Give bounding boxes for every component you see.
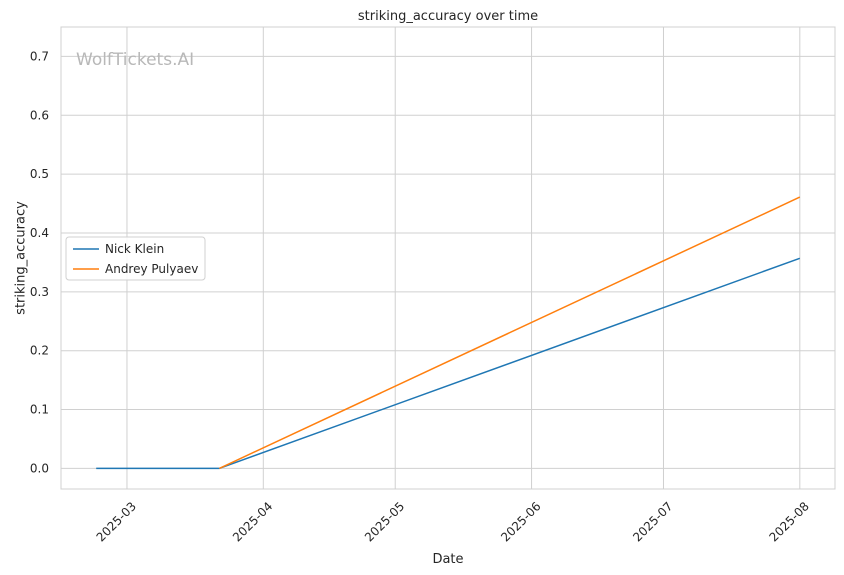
- y-tick-label: 0.6: [30, 108, 49, 122]
- legend: Nick Klein Andrey Pulyaev: [65, 236, 206, 281]
- x-tick-label: 2025-03: [94, 499, 139, 544]
- series-line: [218, 196, 801, 470]
- legend-label: Nick Klein: [105, 242, 164, 256]
- y-tick-label: 0.0: [30, 461, 49, 475]
- legend-label: Andrey Pulyaev: [105, 262, 198, 276]
- y-tick-label: 0.7: [30, 49, 49, 63]
- series-line: [96, 257, 801, 470]
- y-tick-label: 0.4: [30, 226, 49, 240]
- y-tick-label: 0.1: [30, 403, 49, 417]
- chart-title: striking_accuracy over time: [358, 9, 538, 24]
- y-tick-label: 0.5: [30, 167, 49, 181]
- y-axis-label: striking_accuracy: [14, 201, 29, 315]
- series-lines: [96, 196, 801, 470]
- x-tick-label: 2025-05: [362, 499, 407, 544]
- x-tick-label: 2025-07: [630, 499, 675, 544]
- x-axis-ticks: 2025-03 2025-04 2025-05 2025-06 2025-07 2025-…: [94, 499, 812, 544]
- legend-box: [65, 236, 206, 281]
- grid: [61, 27, 835, 489]
- watermark: WolfTickets.AI: [76, 50, 194, 70]
- y-axis-ticks: 0.0 0.1 0.2 0.3 0.4 0.5 0.6 0.7: [30, 49, 49, 475]
- y-tick-label: 0.2: [30, 344, 49, 358]
- x-tick-label: 2025-06: [498, 499, 543, 544]
- x-tick-label: 2025-04: [230, 499, 275, 544]
- x-tick-label: 2025-08: [767, 499, 812, 544]
- plot-area: [60, 26, 836, 490]
- x-axis-label: Date: [432, 552, 463, 567]
- y-tick-label: 0.3: [30, 285, 49, 299]
